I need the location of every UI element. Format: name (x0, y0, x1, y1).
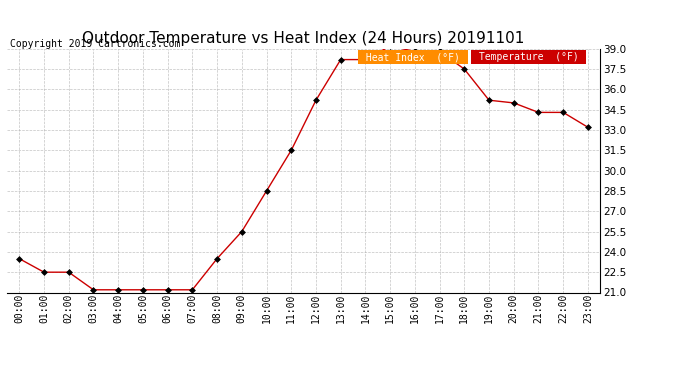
Text: Temperature  (°F): Temperature (°F) (473, 53, 584, 62)
Text: Copyright 2019 Cartronics.com: Copyright 2019 Cartronics.com (10, 39, 181, 50)
Title: Outdoor Temperature vs Heat Index (24 Hours) 20191101: Outdoor Temperature vs Heat Index (24 Ho… (82, 31, 525, 46)
Text: Heat Index  (°F): Heat Index (°F) (360, 53, 466, 62)
